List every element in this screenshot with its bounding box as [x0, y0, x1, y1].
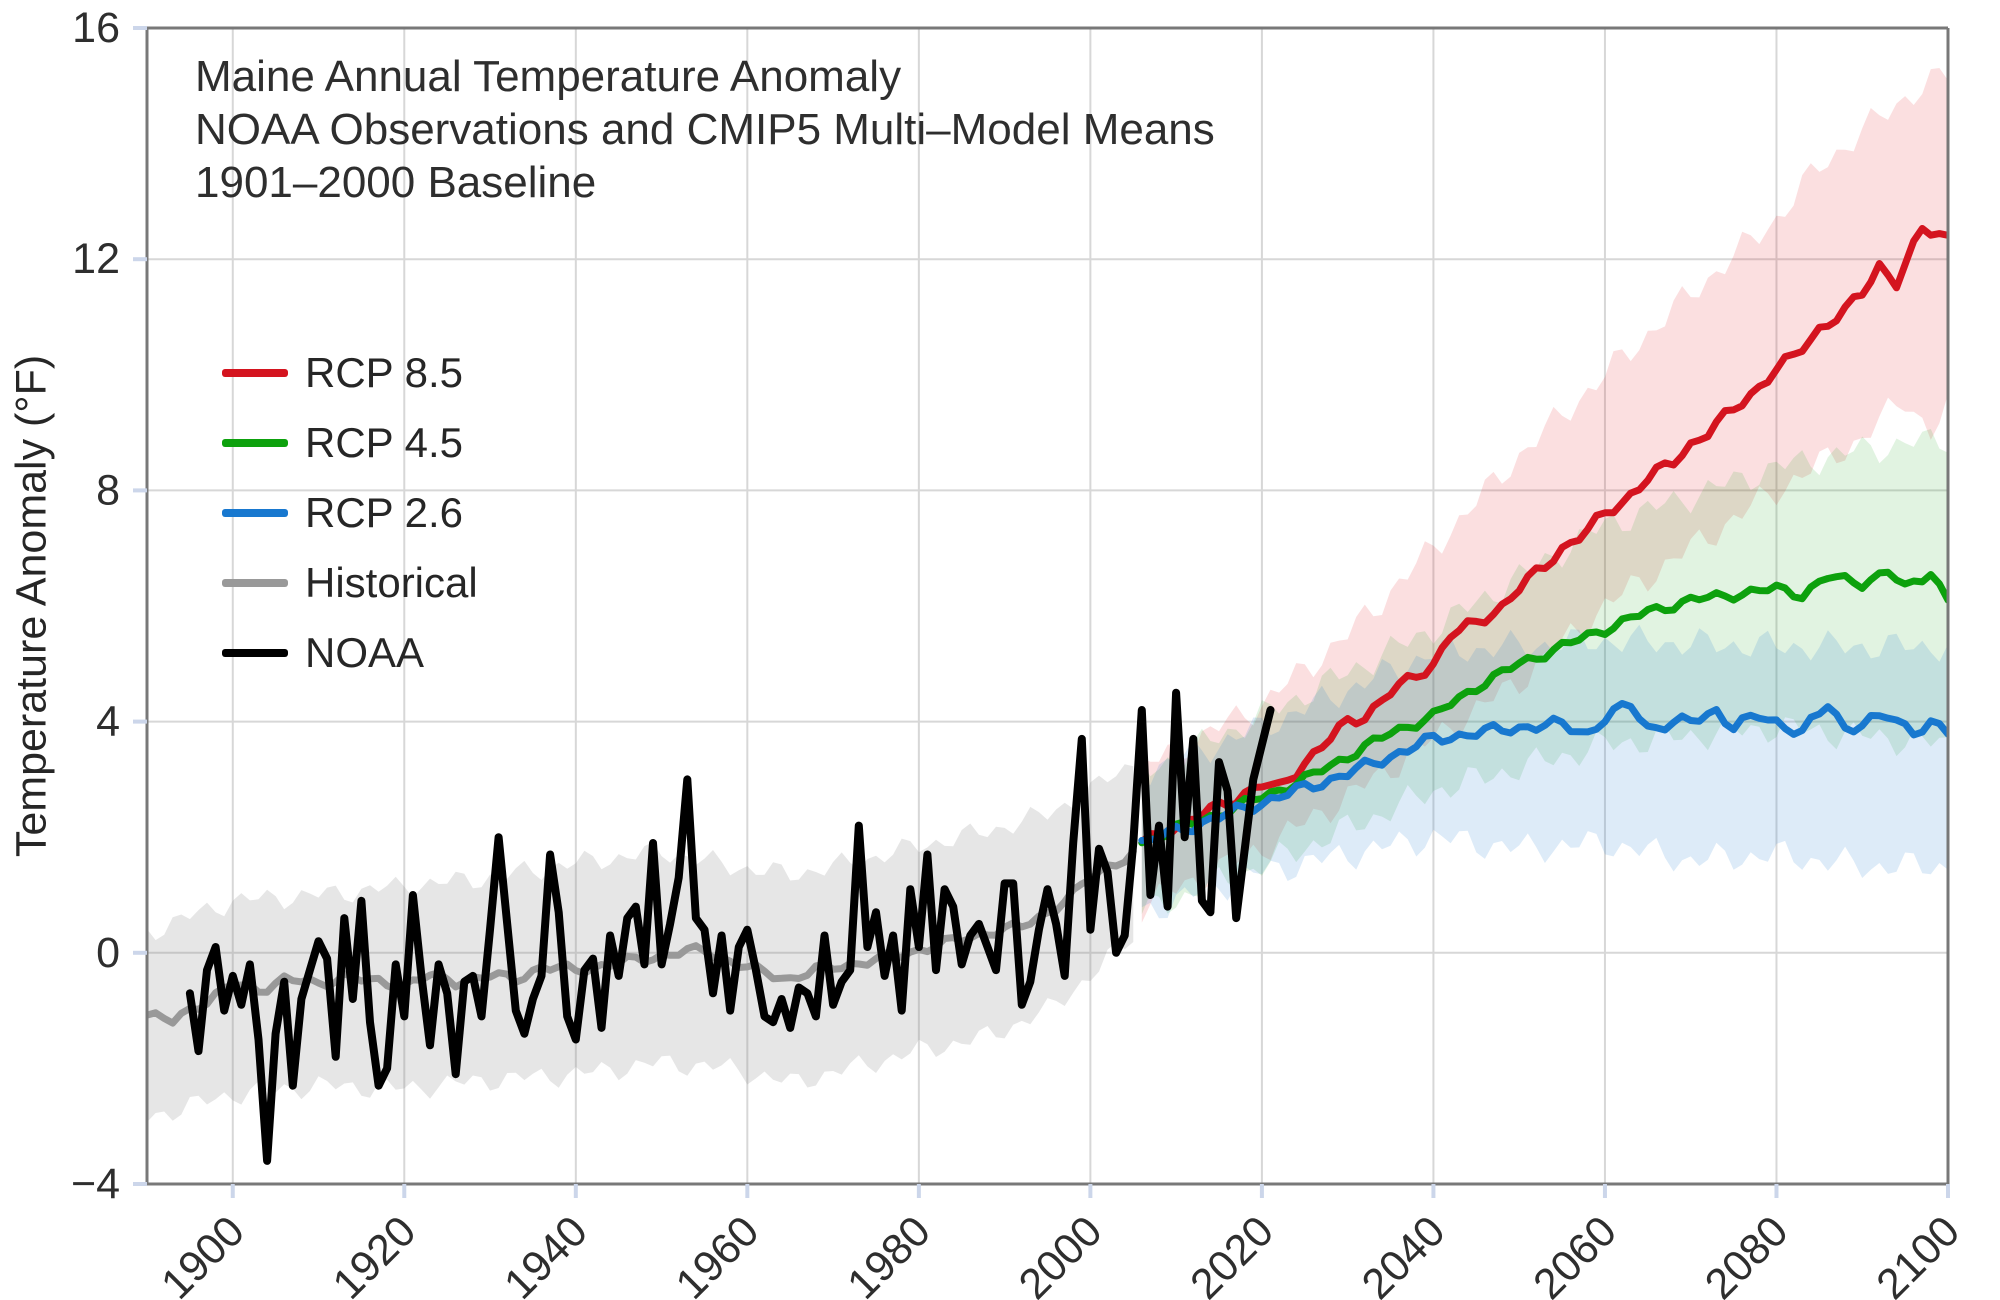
legend-item-rcp85: RCP 8.5 [222, 338, 478, 408]
legend-label-rcp85: RCP 8.5 [305, 349, 463, 396]
y-tick-label: 16 [72, 4, 120, 52]
band-rcp45 [1141, 429, 1948, 915]
chart-title-line-3: 1901–2000 Baseline [195, 158, 597, 207]
legend-item-noaa: NOAA [222, 618, 478, 688]
y-tick-label: 0 [96, 929, 120, 977]
chart-title-line-1: Maine Annual Temperature Anomaly [195, 52, 902, 101]
series-layer [147, 68, 1948, 1165]
band-rcp85 [1141, 68, 1948, 923]
legend-label-noaa: NOAA [305, 629, 425, 676]
chart-title: Maine Annual Temperature Anomaly NOAA Ob… [195, 50, 1215, 209]
legend-item-rcp26: RCP 2.6 [222, 478, 478, 548]
y-tick-label: −4 [71, 1160, 120, 1208]
legend-item-historical: Historical [222, 548, 478, 618]
line-rcp45 [1138, 568, 1948, 847]
legend-swatch-noaa [222, 649, 288, 657]
y-axis-tick-labels: −4 0 4 8 12 16 [71, 4, 120, 1208]
legend: RCP 8.5 RCP 4.5 RCP 2.6 Historical NOAA [222, 338, 478, 688]
line-rcp26 [1138, 700, 1948, 844]
tick-marks [133, 26, 1950, 1198]
band-rcp26 [1141, 624, 1948, 919]
line-noaa [185, 688, 1275, 1165]
legend-label-rcp45: RCP 4.5 [305, 419, 463, 466]
chart-title-line-2: NOAA Observations and CMIP5 Multi–Model … [195, 105, 1215, 154]
legend-label-historical: Historical [305, 559, 478, 606]
legend-swatch-rcp85 [222, 369, 288, 377]
line-rcp85 [1138, 225, 1948, 846]
y-axis-label: Temperature Anomaly (°F) [7, 354, 56, 858]
y-tick-label: 8 [96, 466, 120, 514]
legend-swatch-historical [222, 579, 288, 587]
legend-label-rcp26: RCP 2.6 [305, 489, 463, 536]
legend-swatch-rcp26 [222, 509, 288, 517]
y-tick-label: 12 [72, 235, 120, 283]
legend-swatch-rcp45 [222, 439, 288, 447]
axes-spines [145, 26, 1950, 1186]
y-tick-label: 4 [96, 698, 120, 746]
legend-item-rcp45: RCP 4.5 [222, 408, 478, 478]
